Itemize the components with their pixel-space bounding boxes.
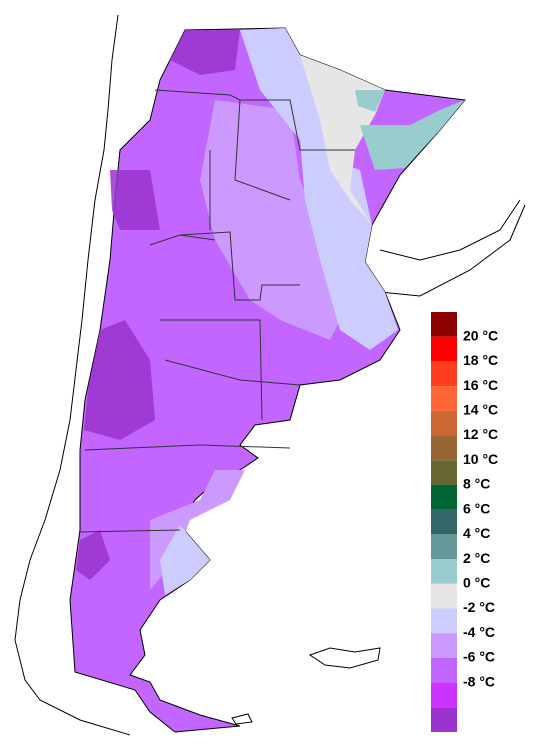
islands <box>231 647 381 725</box>
zone-light <box>150 100 350 590</box>
legend-label: 14 °C <box>463 402 498 418</box>
legend-swatch <box>431 559 457 584</box>
legend-swatch <box>431 707 457 732</box>
legend-label: 0 °C <box>463 574 490 590</box>
legend-swatch <box>431 410 457 436</box>
legend-swatch <box>431 336 457 362</box>
legend-swatch <box>431 435 457 461</box>
legend-label: 12 °C <box>463 426 498 442</box>
legend-label: -8 °C <box>463 673 495 689</box>
legend-label: 4 °C <box>463 525 490 541</box>
legend-swatch <box>431 608 457 634</box>
legend-label: 6 °C <box>463 500 490 516</box>
legend-label: -2 °C <box>463 599 495 615</box>
legend-swatch <box>431 312 457 337</box>
legend-label: 2 °C <box>463 550 490 566</box>
chile-coast <box>14 14 131 736</box>
legend-swatch <box>431 484 457 510</box>
legend-label: 8 °C <box>463 476 490 492</box>
legend-swatch <box>431 682 457 708</box>
legend-swatch <box>431 657 457 683</box>
legend-swatch <box>431 386 457 411</box>
legend-label: 20 °C <box>463 327 498 343</box>
legend-label: 18 °C <box>463 352 498 368</box>
legend-swatch <box>431 583 457 609</box>
legend-swatch <box>431 534 457 560</box>
province-borders <box>79 89 355 533</box>
legend-label: 16 °C <box>463 377 498 393</box>
zone-warm <box>355 90 465 170</box>
legend-swatch <box>431 460 457 485</box>
legend-swatch <box>431 361 457 387</box>
legend: 20 °C 18 °C 16 °C 14 °C 12 °C 10 °C 8 °C 6 °C 4 … <box>431 312 498 732</box>
legend-label: -4 °C <box>463 624 495 640</box>
uruguay-coast <box>379 199 526 297</box>
legend-label: 10 °C <box>463 451 498 467</box>
legend-label: -6 °C <box>463 649 495 665</box>
legend-swatch <box>431 633 457 658</box>
legend-swatch <box>431 509 457 535</box>
